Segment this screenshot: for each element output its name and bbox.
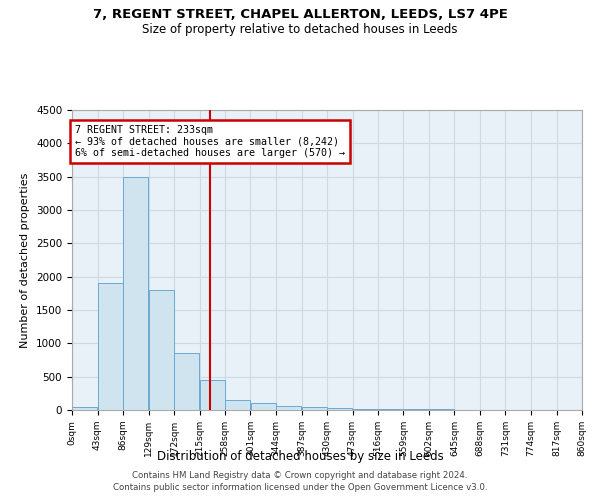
Bar [72,406,97,410]
Bar [276,406,301,410]
Bar [123,176,148,410]
Bar [225,400,250,410]
Text: 7 REGENT STREET: 233sqm
← 93% of detached houses are smaller (8,242)
6% of semi-: 7 REGENT STREET: 233sqm ← 93% of detache… [75,124,345,158]
Bar [302,406,327,410]
Text: Contains HM Land Registry data © Crown copyright and database right 2024.
Contai: Contains HM Land Registry data © Crown c… [113,471,487,492]
Bar [98,284,123,410]
Bar [353,408,378,410]
Text: Size of property relative to detached houses in Leeds: Size of property relative to detached ho… [142,22,458,36]
Y-axis label: Number of detached properties: Number of detached properties [20,172,31,348]
Text: 7, REGENT STREET, CHAPEL ALLERTON, LEEDS, LS7 4PE: 7, REGENT STREET, CHAPEL ALLERTON, LEEDS… [92,8,508,20]
Bar [378,409,403,410]
Bar [149,290,174,410]
Bar [174,354,199,410]
Bar [251,404,276,410]
Bar [200,380,225,410]
Text: Distribution of detached houses by size in Leeds: Distribution of detached houses by size … [157,450,443,463]
Bar [327,408,352,410]
